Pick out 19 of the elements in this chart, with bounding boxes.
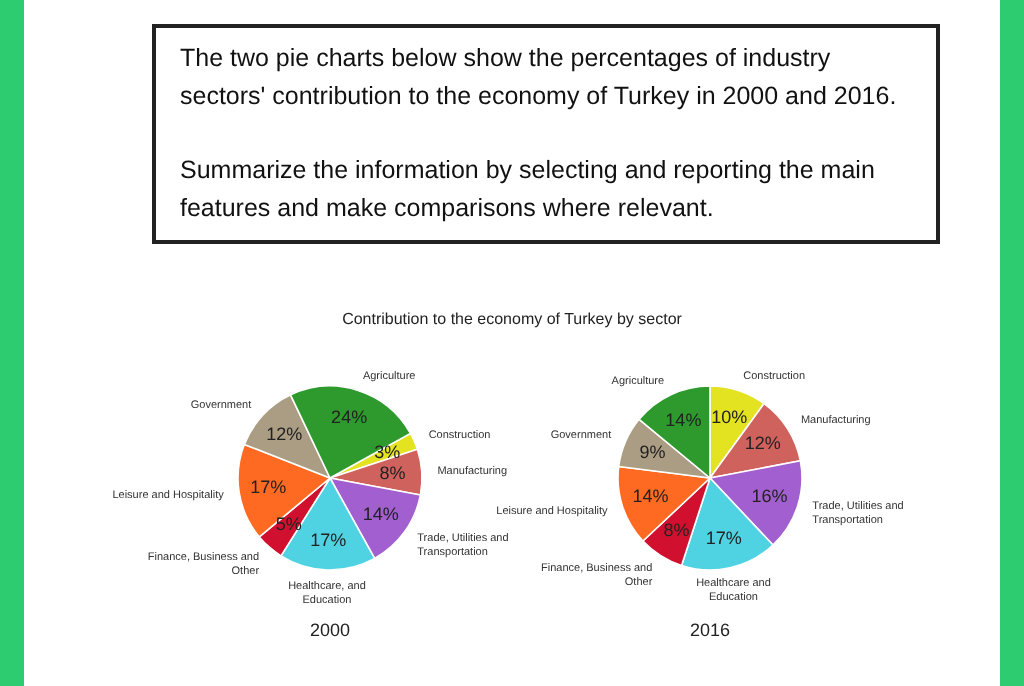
data-label: 14%	[632, 486, 669, 507]
data-label: 12%	[744, 433, 781, 454]
data-label: 10%	[711, 407, 748, 428]
data-label: 17%	[705, 528, 742, 549]
data-label: 24%	[331, 407, 368, 428]
text: Summarize the information by selecting and reporting the main features and make comparisons where relevant.	[180, 154, 877, 226]
data-label: 8%	[379, 462, 406, 483]
data-label: 12%	[266, 424, 303, 445]
data-label: 16%	[751, 486, 788, 507]
data-label: 17%	[310, 529, 347, 550]
data-label: 9%	[639, 442, 666, 463]
data-label: 14%	[665, 410, 702, 431]
data-label: 8%	[663, 519, 690, 540]
chart-title: Contribution to the economy of Turkey by sector	[340, 310, 684, 328]
text: 2016	[687, 620, 733, 640]
data-label: 17%	[250, 476, 287, 497]
text: 2000	[307, 620, 353, 640]
data-label: 14%	[362, 503, 399, 524]
text: The two pie charts below show the percentages of industry sectors' contribution to the economy of Turkey in 2000 and 2016.	[180, 42, 899, 114]
